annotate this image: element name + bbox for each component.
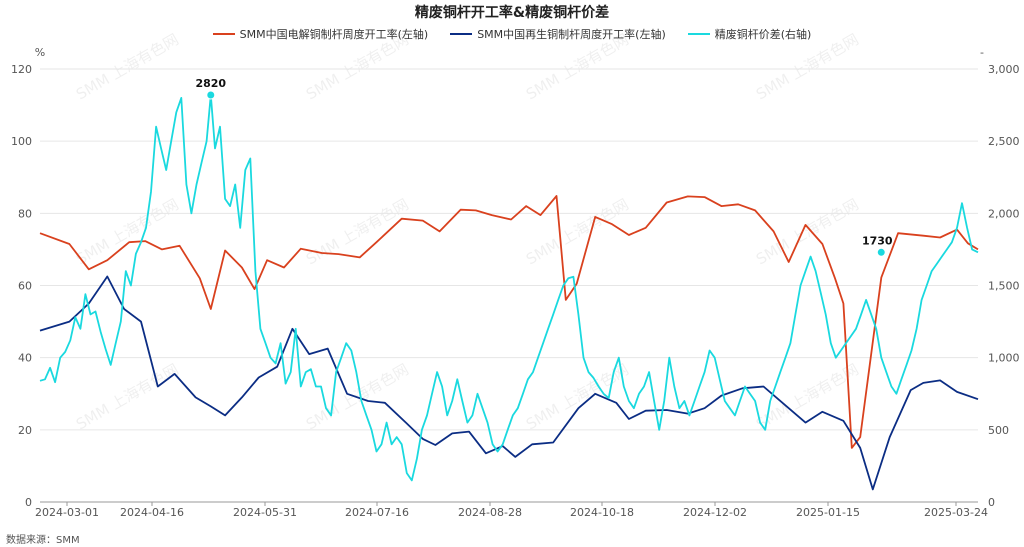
x-tick-label: 2024-10-18 (570, 506, 634, 519)
gridlines (40, 68, 978, 503)
right-tick-label: 1,500 (988, 280, 1020, 293)
left-tick-label: 40 (18, 352, 32, 365)
left-tick-label: 20 (18, 424, 32, 437)
axes: 0 20 40 60 80 100 120 0 500 1,000 1,500 2,000 2,500 3… (11, 46, 1020, 519)
watermark-text: SMM 上海有色网 (523, 30, 632, 103)
x-tick-label: 2024-04-16 (120, 506, 184, 519)
legend-item-spread[interactable]: 精废铜杆价差(右轴) (687, 26, 812, 42)
right-tick-label: 2,500 (988, 135, 1020, 148)
legend-swatch-recycled (450, 33, 473, 35)
x-tick-label: 2024-12-02 (683, 506, 747, 519)
x-tick-label: 2025-01-15 (796, 506, 860, 519)
watermark-text: SMM 上海有色网 (73, 30, 182, 103)
chart-title: 精废铜杆开工率&精废铜杆价差 (414, 5, 610, 21)
series-recycled-line (39, 275, 979, 491)
legend-label-spread: 精废铜杆价差(右轴) (714, 28, 812, 41)
annotation-label: 1730 (862, 234, 893, 247)
watermark-text: SMM 上海有色网 (73, 195, 182, 268)
legend-label-electrolytic: SMM中国电解铜制杆周度开工率(左轴) (239, 28, 429, 41)
watermark-text: SMM 上海有色网 (73, 360, 182, 433)
right-tick-label: 2,000 (988, 207, 1020, 220)
x-tick-label: 2024-03-01 (35, 506, 99, 519)
left-tick-label: 120 (11, 63, 32, 76)
series-spread-line (39, 94, 979, 482)
right-tick-label: 500 (988, 424, 1009, 437)
legend-item-recycled[interactable]: SMM中国再生铜制杆周度开工率(左轴) (450, 26, 666, 42)
left-tick-label: 100 (11, 135, 32, 148)
legend-item-electrolytic[interactable]: SMM中国电解铜制杆周度开工率(左轴) (212, 26, 429, 42)
watermark-text: SMM 上海有色网 (753, 195, 862, 268)
watermark-text: SMM 上海有色网 (523, 360, 632, 433)
annotations: 2820 1730 (195, 77, 893, 257)
right-axis-unit: - (980, 46, 984, 59)
annotation-label: 2820 (195, 77, 226, 90)
x-tick-label: 2024-05-31 (233, 506, 297, 519)
x-tick-label: 2024-08-28 (458, 506, 522, 519)
right-tick-label: 3,000 (988, 63, 1020, 76)
watermark-layer: SMM 上海有色网 SMM 上海有色网 SMM 上海有色网 SMM 上海有色网 SMM … (73, 30, 862, 433)
legend-swatch-spread (687, 33, 710, 35)
legend-swatch-electrolytic (212, 33, 235, 35)
left-tick-label: 80 (18, 207, 32, 220)
right-tick-label: 1,000 (988, 352, 1020, 365)
x-tick-label: 2025-03-24 (924, 506, 988, 519)
legend-label-recycled: SMM中国再生铜制杆周度开工率(左轴) (477, 28, 666, 41)
watermark-text: SMM 上海有色网 (523, 195, 632, 268)
source-note: 数据来源：SMM (6, 535, 80, 546)
watermark-text: SMM 上海有色网 (303, 30, 412, 103)
left-axis-unit: % (35, 46, 45, 59)
annotation-point (876, 247, 886, 257)
annotation-point (206, 90, 216, 100)
series-lines (39, 94, 979, 491)
left-tick-label: 60 (18, 280, 32, 293)
watermark-text: SMM 上海有色网 (753, 30, 862, 103)
right-tick-label: 0 (988, 496, 995, 509)
legend: SMM中国电解铜制杆周度开工率(左轴) SMM中国再生铜制杆周度开工率(左轴) … (0, 26, 1024, 42)
series-electrolytic-line (39, 195, 979, 449)
left-tick-label: 0 (25, 496, 32, 509)
x-tick-label: 2024-07-16 (345, 506, 409, 519)
